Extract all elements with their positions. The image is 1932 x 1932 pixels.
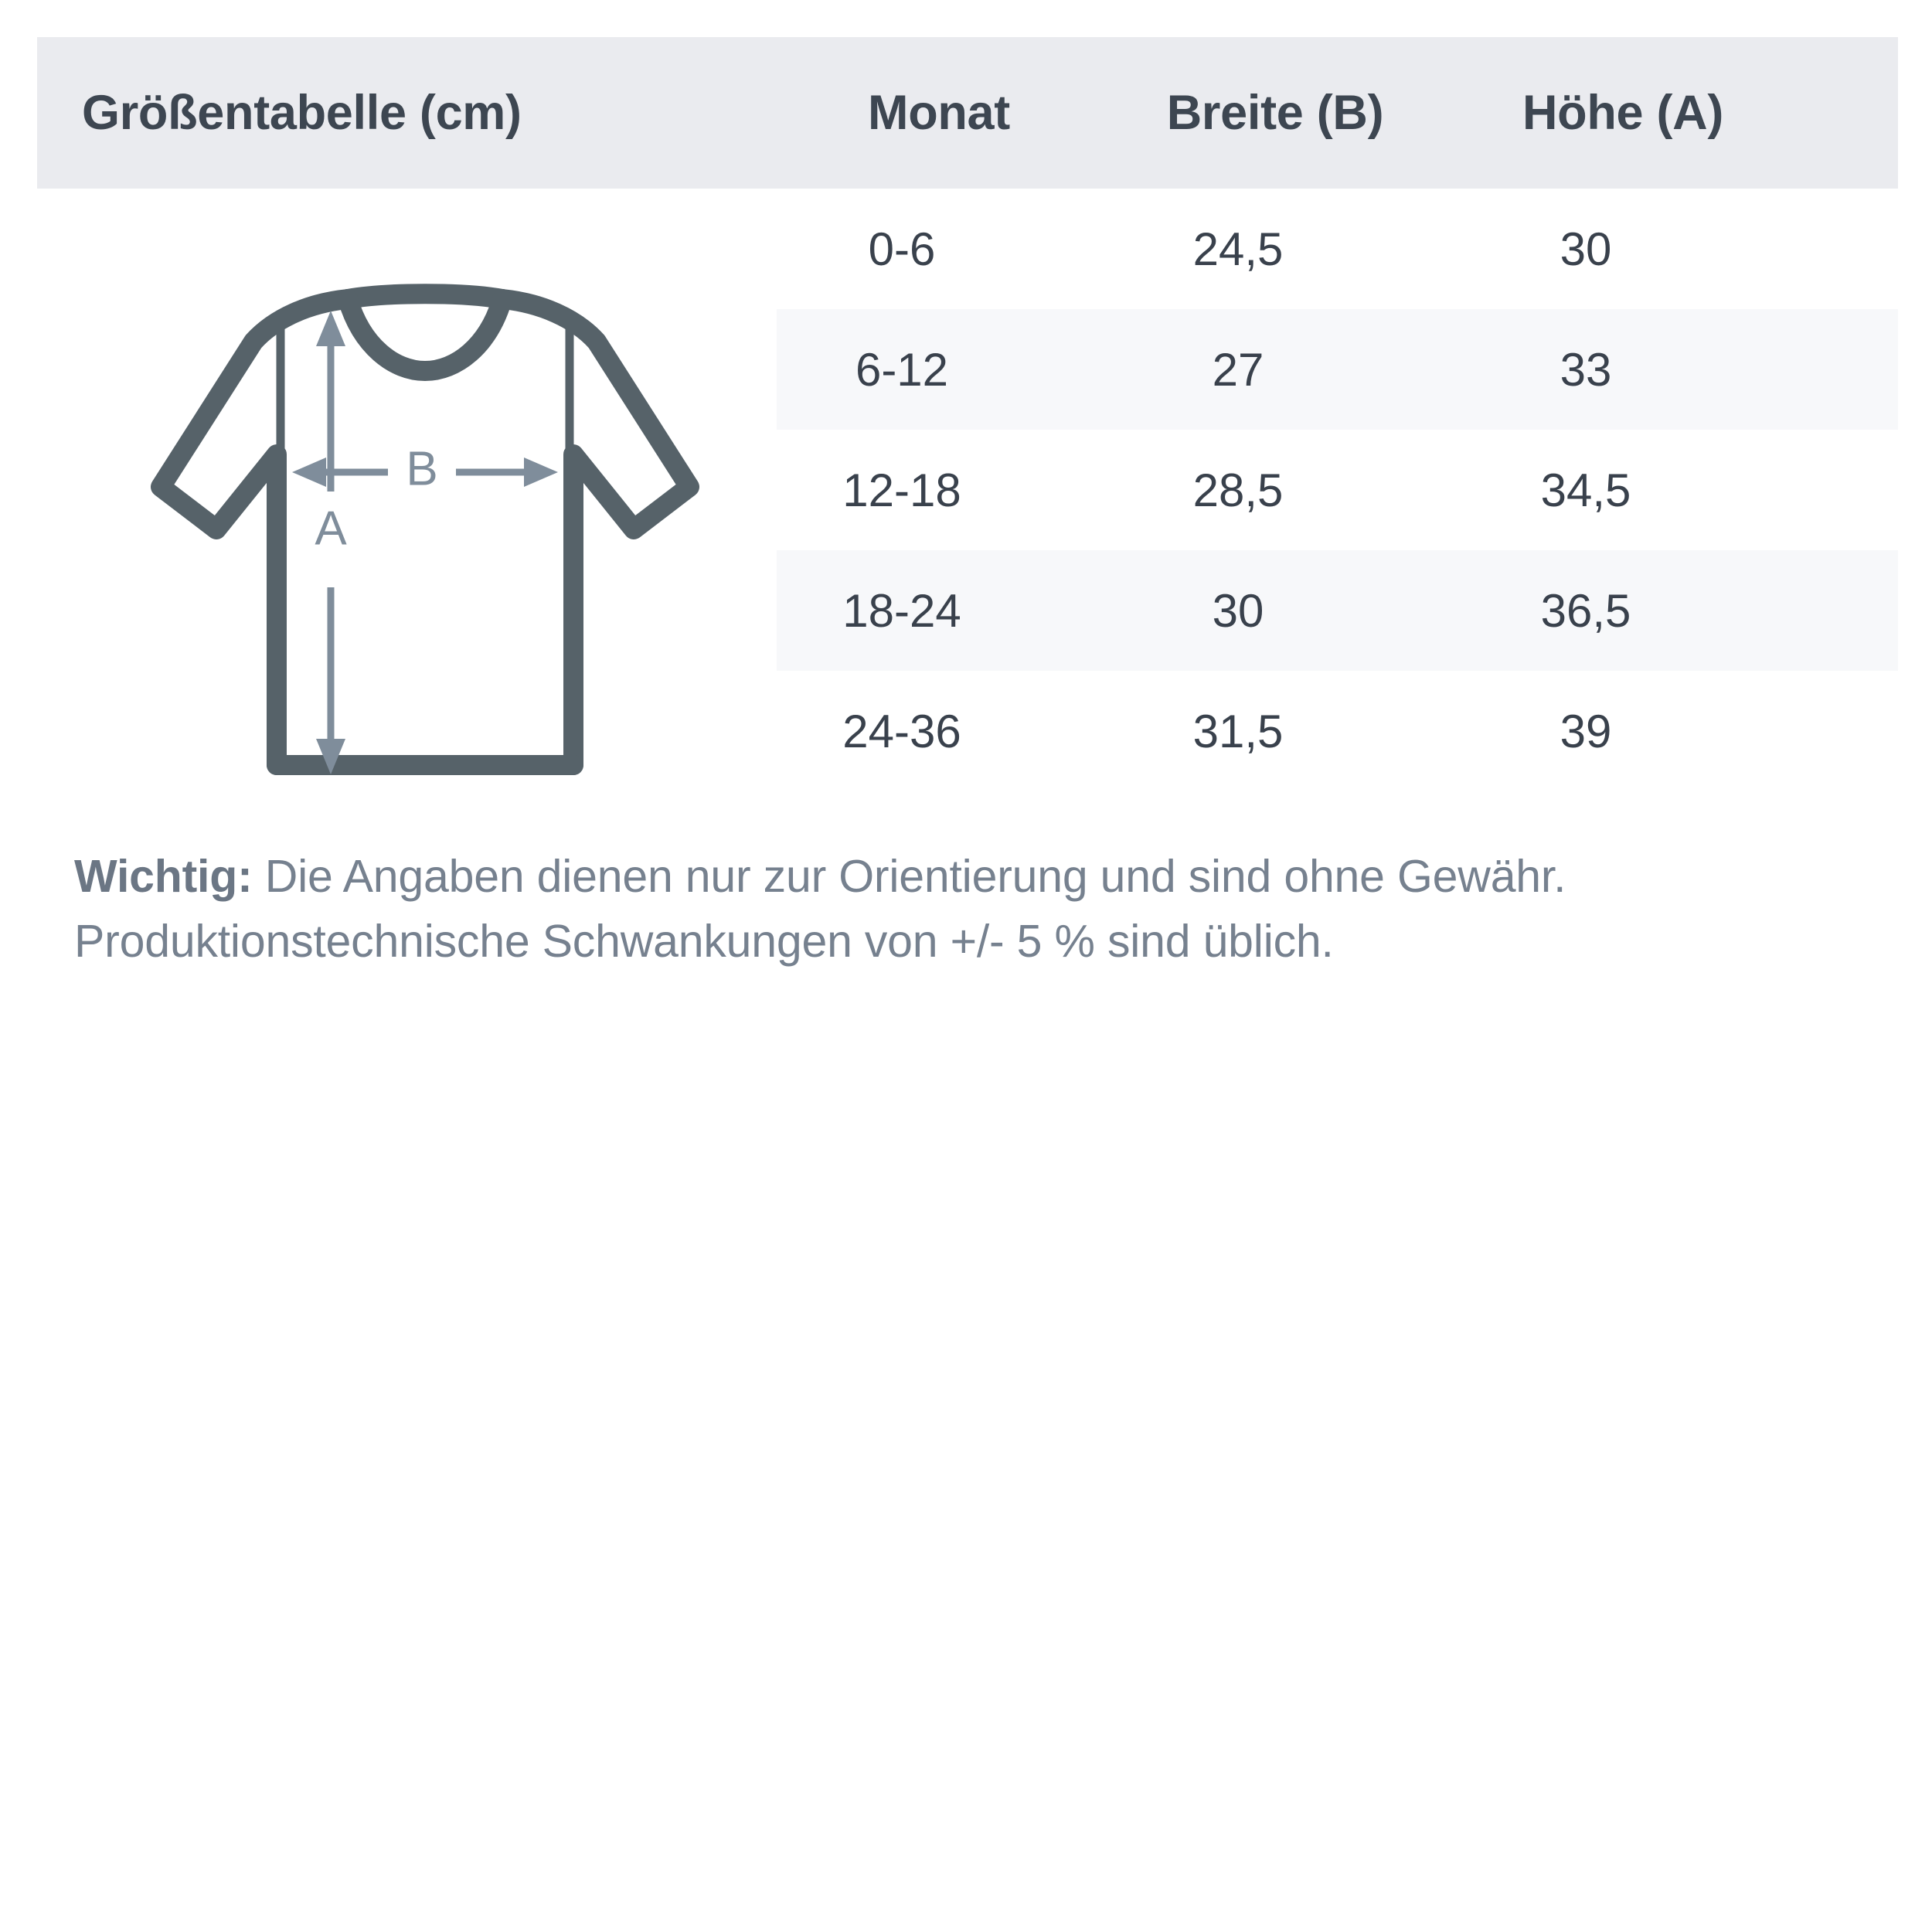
cell-breite: 31,5 [1192, 705, 1284, 757]
disclaimer-note: Wichtig: Die Angaben dienen nur zur Orie… [74, 844, 1852, 974]
cell-hoehe: 33 [1560, 343, 1612, 396]
column-header-monat: Monat [868, 86, 1010, 140]
table-row: 24-36 31,5 39 [0, 671, 1932, 791]
disclaimer-line-1: Wichtig: Die Angaben dienen nur zur Orie… [74, 844, 1852, 909]
page-title: Größentabelle (cm) [82, 86, 522, 140]
cell-hoehe: 30 [1560, 223, 1612, 275]
tshirt-outline-icon [151, 284, 699, 775]
disclaimer-line-2: Produktionstechnische Schwankungen von +… [74, 916, 1334, 967]
cell-breite: 30 [1212, 584, 1264, 637]
measure-arrow-a [316, 311, 345, 774]
column-header-breite: Breite (B) [1166, 86, 1384, 140]
cell-monat: 12-18 [842, 464, 961, 516]
row-background [777, 550, 1898, 671]
measure-arrow-b [292, 457, 558, 487]
disclaimer-lead: Wichtig: [74, 851, 253, 902]
row-background [777, 309, 1898, 430]
cell-hoehe: 36,5 [1540, 584, 1631, 637]
column-header-hoehe: Höhe (A) [1522, 86, 1724, 140]
tshirt-diagram: A B [116, 255, 734, 796]
table-header-row: Größentabelle (cm) Monat Breite (B) Höhe… [37, 37, 1898, 189]
cell-breite: 27 [1212, 343, 1264, 396]
size-table-body: 0-6 24,5 30 6-12 27 33 12-18 28,5 34,5 1… [0, 189, 1932, 791]
cell-monat: 6-12 [855, 343, 949, 396]
cell-monat: 24-36 [842, 705, 961, 757]
cell-monat: 0-6 [868, 223, 936, 275]
cell-breite: 24,5 [1192, 223, 1284, 275]
disclaimer-line-1-text: Die Angaben dienen nur zur Orientierung … [252, 851, 1566, 902]
table-row: 12-18 28,5 34,5 [0, 430, 1932, 550]
measure-label-a: A [315, 502, 347, 555]
table-row: 0-6 24,5 30 [0, 189, 1932, 309]
measure-label-b: B [406, 442, 437, 495]
cell-breite: 28,5 [1192, 464, 1284, 516]
table-row: 6-12 27 33 [0, 309, 1932, 430]
table-row: 18-24 30 36,5 [0, 550, 1932, 671]
cell-hoehe: 34,5 [1540, 464, 1631, 516]
cell-hoehe: 39 [1560, 705, 1612, 757]
tshirt-seam-lines [276, 309, 574, 770]
cell-monat: 18-24 [842, 584, 961, 637]
